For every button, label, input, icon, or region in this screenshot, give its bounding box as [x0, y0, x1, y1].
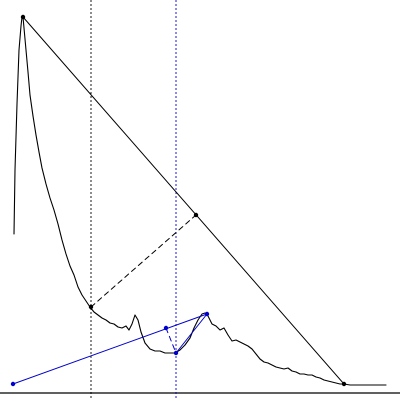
signal-curve-1	[13, 16, 387, 386]
data-point-1	[20, 14, 26, 20]
data-point-8	[204, 311, 210, 317]
data-point-6	[163, 325, 169, 331]
data-point-7	[173, 350, 179, 356]
guide-segment-3	[90, 214, 197, 308]
guide-segment-2	[22, 16, 345, 385]
guide-segment-4	[12, 313, 208, 385]
data-point-4	[341, 381, 347, 387]
data-point-3	[193, 212, 199, 218]
data-point-5	[10, 381, 16, 387]
data-point-2	[88, 304, 94, 310]
guide-segment-6	[175, 313, 208, 354]
guide-segment-5	[165, 327, 177, 354]
